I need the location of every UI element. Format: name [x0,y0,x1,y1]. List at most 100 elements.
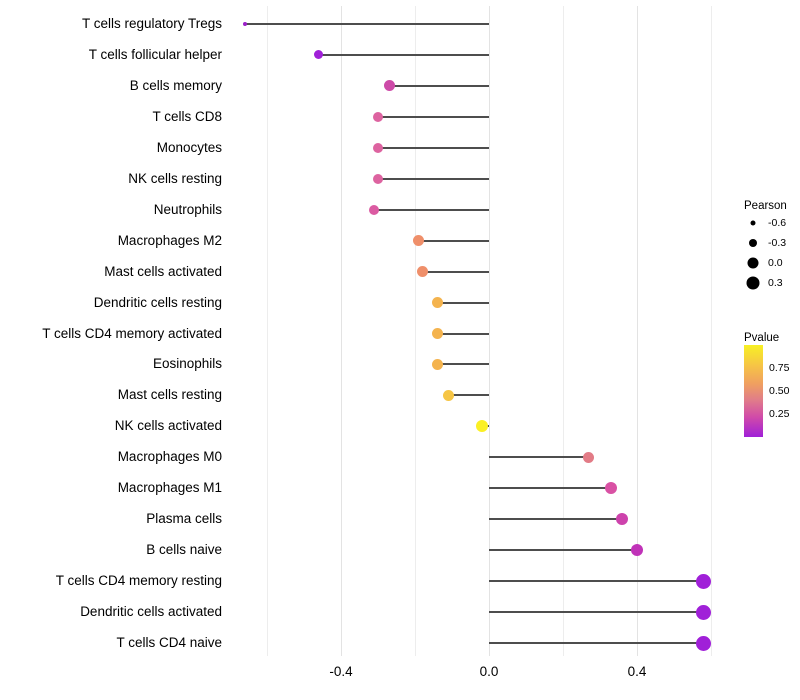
lollipop-dot[interactable] [383,80,395,92]
pearson-legend-key: -0.6 [744,213,800,233]
lollipop-dot[interactable] [431,358,443,370]
colorbar-tick-label: 0.75 [769,362,790,374]
lollipop-stem [437,363,489,366]
lollipop-dot[interactable] [373,111,383,122]
lollipop-stem [489,580,704,583]
y-axis-label: Monocytes [156,139,222,155]
lollipop-dot[interactable] [605,482,618,495]
y-axis-label: T cells CD8 [152,108,222,124]
lollipop-stem [378,146,489,149]
pearson-legend-dot [747,257,759,269]
colorbar-tick-mark [763,391,767,392]
lollipop-stem [378,177,489,180]
y-axis-label: Macrophages M1 [117,480,222,496]
pvalue-colorbar [744,345,763,437]
lollipop-dot[interactable] [616,513,629,526]
lollipop-dot[interactable] [373,173,383,184]
lollipop-dot[interactable] [696,604,712,620]
colorbar-tick-label: 0.25 [769,408,790,420]
lollipop-stem [489,456,589,459]
lollipop-stem [418,239,489,242]
lollipop-stem [489,611,704,614]
lollipop-dot[interactable] [314,50,324,60]
lollipop-dot[interactable] [583,451,595,463]
y-axis-label: Dendritic cells resting [93,294,222,310]
pvalue-legend-title: Pvalue [744,332,780,344]
y-axis-label: NK cells resting [128,170,222,186]
lollipop-dot[interactable] [373,142,383,153]
pearson-legend-key-label: 0.3 [768,277,783,289]
lollipop-dot[interactable] [416,266,428,278]
lollipop-dot[interactable] [475,420,488,433]
x-axis-tick-label: 0.4 [627,664,647,679]
lollipop-stem [489,642,704,644]
lollipop-dot[interactable] [442,389,454,401]
lollipop-stem [489,549,637,552]
gridline [711,6,712,656]
y-axis-label: B cells memory [129,77,222,93]
lollipop-dot[interactable] [369,204,380,215]
lollipop-stem [422,270,489,273]
y-axis-label: Plasma cells [146,511,222,527]
lollipop-stem [489,487,612,490]
colorbar-tick-label: 0.50 [769,385,790,397]
lollipop-dot[interactable] [696,573,712,589]
pearson-legend-keys: -0.6 -0.3 0.0 0.3 [744,213,800,293]
pearson-legend-key: 0.3 [744,273,800,293]
lollipop-stem [374,208,489,211]
pearson-size-legend: Pearson -0.6 -0.3 0.0 0.3 [744,200,800,293]
y-axis-label: Neutrophils [153,201,222,217]
y-axis-label: NK cells activated [114,418,222,434]
pearson-legend-key-label: 0.0 [768,257,783,269]
pvalue-colorbar-wrap: 0.75 0.50 0.25 [744,345,800,437]
pearson-legend-key: 0.0 [744,253,800,273]
pearson-legend-dot [746,276,760,290]
lollipop-dot[interactable] [696,635,712,651]
pearson-legend-dot [749,239,757,247]
gridline [415,6,416,656]
y-axis-label: Mast cells resting [117,387,222,403]
y-axis-label: Mast cells activated [104,263,222,279]
gridline [267,6,268,656]
y-axis-label: T cells CD4 memory resting [55,573,222,589]
lollipop-dot[interactable] [431,297,443,309]
x-axis-tick-label: 0.0 [479,664,499,679]
plot-panel [228,6,728,656]
pvalue-color-legend: Pvalue 0.75 0.50 0.25 [744,332,800,437]
lollipop-stem [318,53,489,56]
y-axis-label: T cells follicular helper [88,46,222,62]
lollipop-dot[interactable] [431,328,443,339]
pearson-legend-dot [750,220,756,226]
gridline [563,6,564,656]
lollipop-dot[interactable] [242,22,247,26]
lollipop-stem [437,301,489,304]
y-axis-label: T cells CD4 naive [116,635,222,650]
lollipop-dot[interactable] [631,544,643,557]
gridline [637,6,638,656]
y-axis-label: Eosinophils [152,356,222,372]
lollipop-stem [244,23,489,25]
gridline [341,6,342,656]
y-axis-label: T cells CD4 memory activated [42,325,222,341]
lollipop-stem [378,115,489,118]
y-axis-label: Dendritic cells activated [80,604,222,620]
lollipop-dot[interactable] [413,235,425,247]
lollipop-stem [437,332,489,335]
colorbar-tick-mark [763,368,767,369]
gridline [489,6,490,656]
y-axis-labels: T cells regulatory Tregs T cells follicul… [0,6,222,656]
lollipop-stem [489,518,623,521]
pearson-legend-key: -0.3 [744,233,800,253]
y-axis-label: T cells regulatory Tregs [81,16,222,31]
pearson-legend-key-label: -0.3 [768,237,787,249]
pearson-legend-key-label: -0.6 [768,217,787,229]
y-axis-label: Macrophages M2 [117,232,222,248]
y-axis-label: B cells naive [146,542,222,558]
lollipop-stem [389,84,489,87]
lollipop-stem [448,394,489,397]
y-axis-label: Macrophages M0 [117,449,222,465]
x-axis-tick-label: -0.4 [329,664,353,679]
colorbar-tick-mark [763,414,767,415]
pearson-legend-title: Pearson [744,200,787,212]
